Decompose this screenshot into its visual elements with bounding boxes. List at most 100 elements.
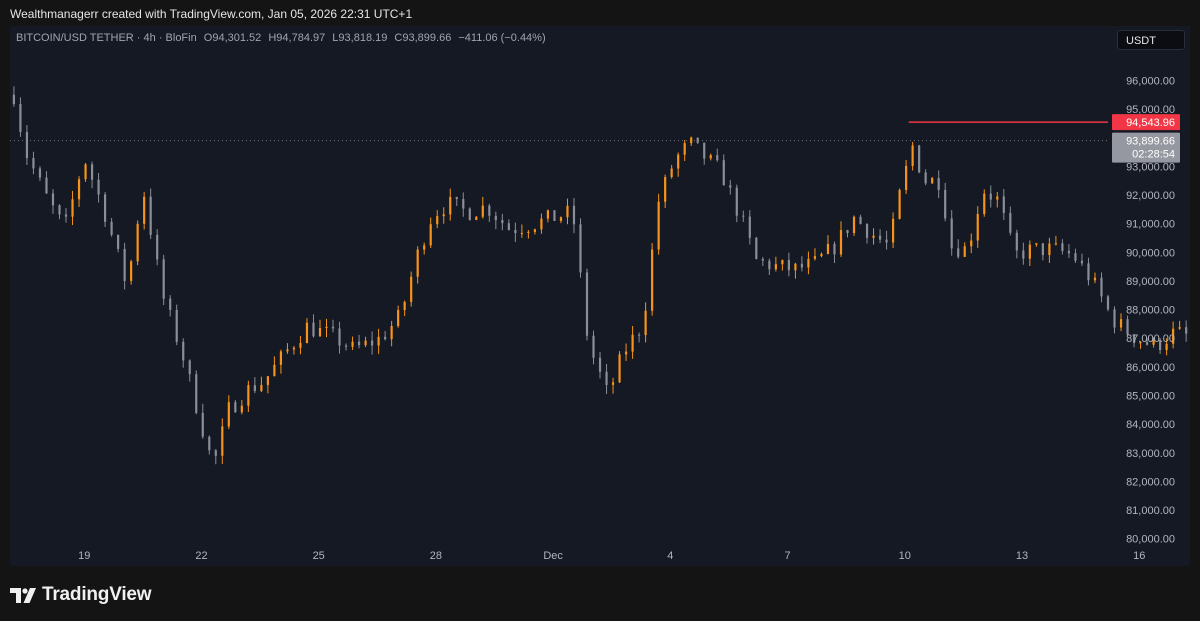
candle-body	[924, 172, 927, 184]
candle-body	[905, 165, 908, 190]
candle-body	[527, 231, 530, 233]
candle-body	[364, 340, 367, 346]
candle-body	[709, 155, 712, 159]
y-axis-tick-label: 80,000.00	[1126, 534, 1175, 546]
candle-body	[722, 160, 725, 186]
candle-body	[253, 385, 256, 392]
candle-body	[813, 256, 817, 259]
top-bar: Wealthmanagerr created with TradingView.…	[0, 0, 1200, 26]
open-value: 94,301.52	[212, 32, 262, 44]
brand-name: TradingView	[42, 584, 152, 605]
candle-body	[651, 249, 654, 311]
y-axis-tick-label: 82,000.00	[1126, 476, 1175, 488]
candle-body	[12, 94, 16, 105]
candle-body	[71, 199, 74, 217]
x-axis-tick-label: 19	[78, 550, 90, 562]
candle-body	[156, 234, 159, 260]
candle-body	[299, 343, 302, 348]
candle-body	[449, 196, 452, 215]
candle-body	[918, 145, 921, 173]
y-axis-tick-label: 95,000.00	[1126, 104, 1175, 116]
candle-body	[266, 376, 269, 385]
candle-body	[774, 264, 777, 270]
candle-body	[579, 224, 582, 273]
candle-body	[1145, 342, 1149, 345]
candle-body	[149, 196, 152, 235]
candle-body	[1087, 263, 1090, 281]
y-axis-tick-label: 91,000.00	[1126, 219, 1175, 231]
candle-body	[19, 104, 22, 132]
x-axis-tick-label: 13	[1016, 550, 1028, 562]
candle-body	[318, 328, 322, 337]
y-axis-tick-label: 90,000.00	[1126, 247, 1175, 259]
candle-body	[605, 371, 608, 385]
candle-body	[944, 189, 947, 219]
candle-body	[644, 310, 647, 336]
candle-body	[501, 220, 504, 224]
candle-body	[195, 374, 198, 413]
candle-body	[455, 196, 458, 200]
candle-body	[1126, 319, 1129, 335]
candle-body	[592, 335, 595, 358]
symbol-label: BITCOIN/USD TETHER · 4h · BloFin	[16, 32, 197, 44]
x-axis-tick-label: 4	[667, 550, 673, 562]
candle-body	[384, 336, 387, 340]
candle-body	[410, 276, 413, 302]
candle-body	[598, 357, 602, 372]
price-chart[interactable]: 80,000.00 81,000.00 82,000.00 83,000.00 84,0…	[10, 26, 1190, 566]
resistance-price-label: 94,543.96	[1126, 117, 1175, 129]
candle-body	[260, 384, 263, 392]
candle-body	[1054, 243, 1058, 245]
candle-body	[1172, 328, 1175, 344]
currency-selector[interactable]: USDT	[1117, 30, 1185, 50]
y-axis-tick-label: 87,000.00	[1126, 333, 1175, 345]
candle-body	[351, 341, 354, 347]
candle-body	[377, 336, 380, 346]
tradingview-logo-icon	[10, 587, 36, 603]
candle-body	[677, 154, 680, 169]
candle-body	[468, 208, 471, 221]
candle-body	[566, 205, 569, 218]
candle-body	[45, 177, 48, 194]
candle-body	[462, 199, 465, 209]
candle-body	[533, 229, 537, 232]
candle-body	[1100, 277, 1103, 297]
candle-body	[58, 205, 61, 215]
tradingview-logo[interactable]: TradingView	[10, 584, 152, 606]
candle-body	[748, 216, 751, 238]
candle-body	[996, 196, 999, 200]
candle-body	[963, 246, 966, 257]
candle-body	[38, 168, 42, 178]
candle-body	[1178, 327, 1181, 329]
candle-body	[403, 301, 406, 311]
candle-body	[162, 259, 165, 299]
y-axis-tick-label: 89,000.00	[1126, 276, 1175, 288]
candle-body	[1132, 334, 1136, 344]
y-axis-tick-label: 86,000.00	[1126, 362, 1175, 374]
candle-body	[208, 436, 211, 451]
candle-body	[716, 155, 719, 161]
candle-body	[611, 382, 615, 385]
candle-body	[331, 326, 335, 329]
candle-body	[898, 189, 901, 219]
candle-body	[742, 215, 745, 217]
candle-body	[312, 322, 315, 337]
candle-body	[32, 158, 35, 169]
candle-body	[1028, 244, 1031, 259]
candle-body	[1152, 339, 1155, 345]
candle-body	[234, 402, 237, 413]
candle-body	[136, 223, 139, 262]
open-label: O	[203, 32, 213, 44]
candle-body	[540, 218, 543, 230]
candle-body	[781, 259, 784, 265]
chart-panel[interactable]: 80,000.00 81,000.00 82,000.00 83,000.00 84,0…	[10, 26, 1190, 566]
candle-body	[1035, 243, 1038, 245]
candle-body	[436, 216, 439, 225]
candle-body	[1080, 260, 1084, 264]
candle-body	[1015, 232, 1018, 251]
candle-body	[761, 259, 764, 261]
y-axis-tick-label: 83,000.00	[1126, 448, 1175, 460]
candle-body	[852, 216, 856, 234]
candle-body	[885, 239, 888, 243]
candle-body	[768, 260, 771, 270]
